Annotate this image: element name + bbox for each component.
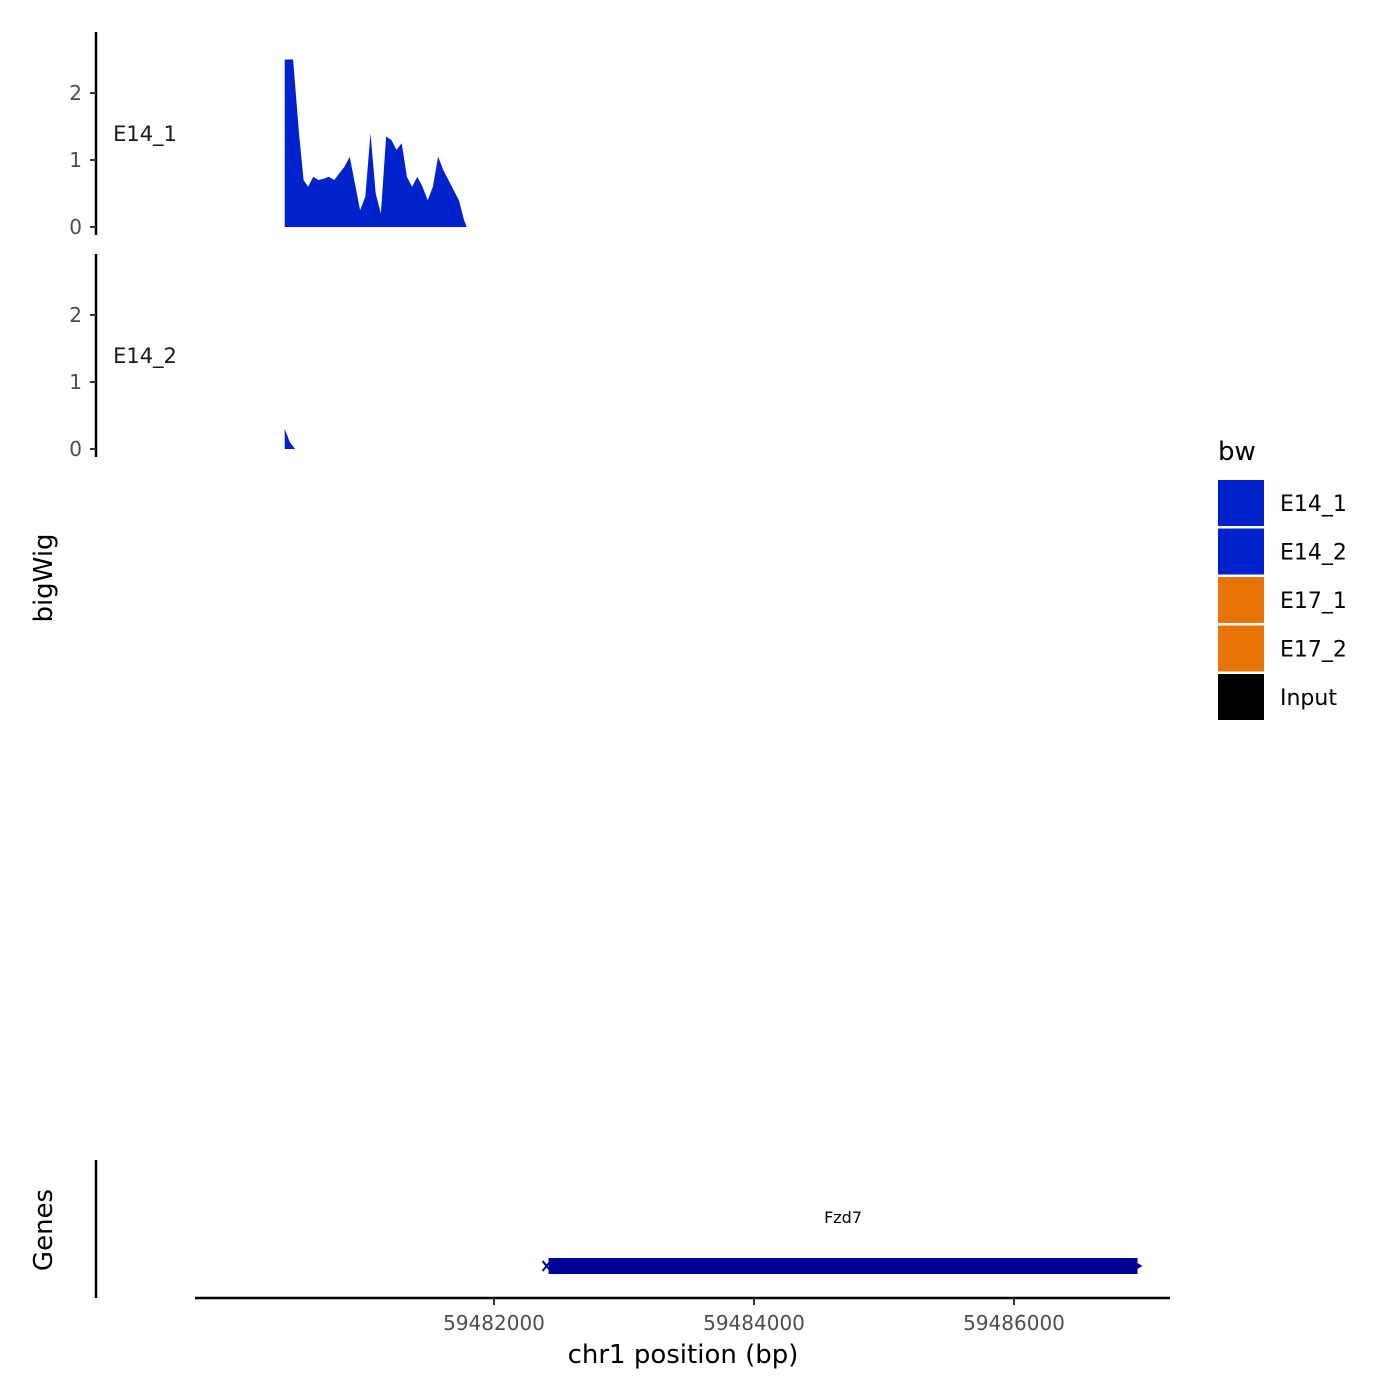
legend-label: E17_2: [1280, 638, 1347, 663]
track-label: E14_1: [113, 122, 177, 147]
legend-swatch: [1218, 625, 1264, 672]
x-tick-label: 59486000: [963, 1311, 1065, 1335]
y-tick-label: 1: [69, 148, 82, 172]
gene-start-marker: [541, 1260, 552, 1272]
track-E14_1: 0 1 2 E14_1: [69, 32, 467, 239]
x-tick-label: 59482000: [443, 1311, 545, 1335]
legend-label: Input: [1280, 686, 1337, 711]
area-E14_1: [284, 59, 467, 227]
area-E14_2: [284, 428, 296, 449]
legend-swatch: [1218, 674, 1264, 720]
legend-swatch: [1218, 577, 1264, 623]
y-tick-label: 0: [69, 215, 82, 239]
x-axis: 59482000 59484000 59486000: [195, 1296, 1170, 1335]
legend-swatch: [1218, 528, 1264, 575]
y-tick-label: 2: [69, 303, 82, 327]
y-axis-title: bigWig: [29, 533, 59, 622]
y-tick-label: 0: [69, 437, 82, 461]
gene-label: Fzd7: [824, 1208, 862, 1227]
y-tick-label: 1: [69, 370, 82, 394]
legend-label: E17_1: [1280, 589, 1347, 614]
legend: bw E14_1 E14_2 E17_1 E17_2 Input: [1218, 437, 1347, 720]
legend-title: bw: [1218, 437, 1256, 467]
x-axis-title: chr1 position (bp): [568, 1340, 799, 1370]
y-tick-label: 2: [69, 81, 82, 105]
tracks-group: 0 1 2 E14_1 0 1 2 E14_2: [69, 32, 467, 461]
gene-strand-arrow: [1135, 1262, 1143, 1270]
legend-label: E14_2: [1280, 541, 1347, 566]
legend-label: E14_1: [1280, 492, 1347, 517]
legend-swatch: [1218, 480, 1264, 526]
x-tick-label: 59484000: [703, 1311, 805, 1335]
gene-body: [548, 1258, 1138, 1274]
track-E14_2: 0 1 2 E14_2: [69, 254, 296, 461]
genes-axis-title: Genes: [29, 1189, 59, 1271]
genes-panel: Fzd7: [94, 1160, 1143, 1298]
track-label: E14_2: [113, 344, 177, 369]
